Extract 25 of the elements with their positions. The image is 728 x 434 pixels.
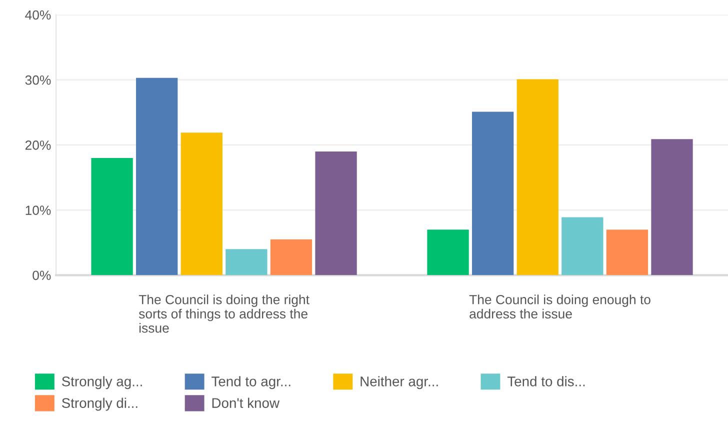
y-tick-label: 40% [25,10,51,20]
bar [226,249,268,276]
legend-label: Strongly ag... [62,376,142,390]
x-tick-label: The Council is doing the right sorts of things to address the issue [138,294,310,333]
y-tick-label: 30% [25,75,51,85]
bar [91,158,133,276]
bar [427,230,469,276]
bar [472,112,514,276]
bar [136,78,178,276]
y-tick-label: 0% [32,270,51,280]
legend-label: Tend to agr... [212,376,290,390]
bar [516,79,558,276]
bar [651,139,693,276]
bar [315,151,357,276]
legend-label: Tend to dis... [507,376,585,386]
legend-label: Don't know [212,398,280,408]
bar [270,239,312,276]
y-tick-label: 20% [25,140,51,150]
legend-label: Neither agr... [360,376,438,390]
bar [180,132,222,276]
bar [562,217,604,276]
y-tick-label: 10% [26,206,51,215]
bar [606,230,648,276]
x-tick-label: The Council is doing enough to address the issue [469,294,650,319]
legend-label: Strongly di... [62,398,138,411]
